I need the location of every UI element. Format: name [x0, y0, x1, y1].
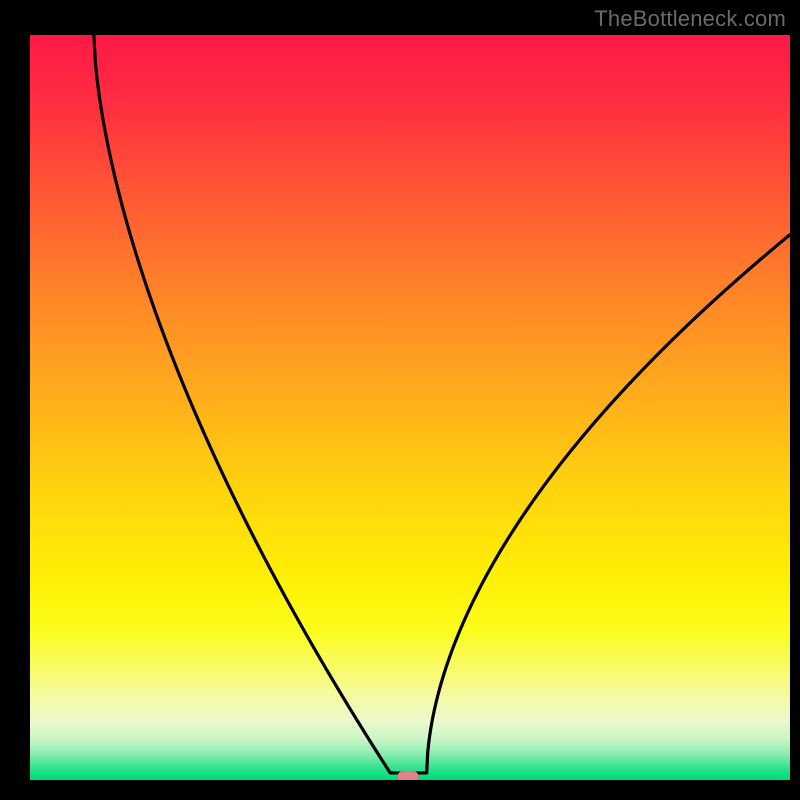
outer-frame: TheBottleneck.com	[0, 0, 800, 800]
optimum-marker	[397, 771, 419, 780]
plot-area	[30, 35, 790, 780]
watermark-text: TheBottleneck.com	[594, 6, 786, 32]
optimum-marker-rect	[398, 771, 419, 780]
curve-path	[94, 35, 790, 773]
bottleneck-curve	[30, 35, 790, 780]
